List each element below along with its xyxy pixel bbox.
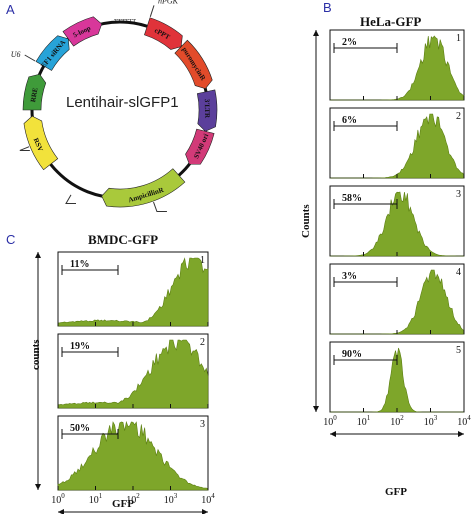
y-arrow-head [35,252,41,258]
x-tick-label: 100 [323,414,337,428]
subplot-index: 3 [200,419,205,430]
plasmid-segment [62,16,103,47]
hela-xlabel: GFP [385,486,407,498]
y-arrow-head [313,406,319,412]
gate-percent: 19% [70,341,90,352]
x-tick-exponent: 2 [136,492,140,500]
x-tick-label: 103 [424,414,438,428]
x-tick-exponent: 3 [434,414,438,422]
subplot-index: 1 [456,33,461,44]
x-tick-exponent: 0 [61,492,65,500]
x-tick-exponent: 4 [467,414,471,422]
bmdc-xlabel: GFP [112,498,134,510]
panel-letter-a: A [6,2,15,17]
x-tick-label: 101 [89,492,103,506]
plasmid-segment [144,17,183,50]
x-tick-exponent: 1 [99,492,103,500]
hela-title: HeLa-GFP [360,14,422,29]
x-tick-exponent: 0 [333,414,337,422]
histogram-area [330,347,464,413]
x-tick-label: 103 [164,492,178,506]
x-tick-label: 104 [457,414,471,428]
x-tick-label: 104 [201,492,215,506]
panel-letter-c: C [6,232,16,247]
plasmid-segment-label: 3'LTR [203,99,211,119]
plasmid-segment [174,39,213,90]
hela-ylabel: Counts [300,204,312,238]
promoter-label: hPGK [158,0,179,5]
promoter-arrow [19,146,30,151]
subplot-index: 2 [456,111,461,122]
plasmid-segment [196,89,218,132]
x-tick-label: 100 [51,492,65,506]
subplot-index: 4 [456,267,461,278]
subplot-index: 3 [456,189,461,200]
plasmid-name: Lentihair-slGFP1 [66,94,179,111]
histogram-area [330,35,465,101]
subplot-index: 2 [200,337,205,348]
subplot-index: 5 [456,345,461,356]
y-arrow-head [35,484,41,490]
plasmid-segment [185,128,215,165]
gate-percent: 11% [70,259,89,270]
histogram-area [330,269,465,335]
promoter-arrow [24,54,36,62]
x-tick-exponent: 4 [211,492,215,500]
gate-percent: 2% [342,37,357,48]
bmdc-title: BMDC-GFP [88,232,159,247]
promoter-arrow [153,201,167,212]
histogram-area [330,113,465,179]
plasmid-segment [23,115,59,171]
x-tick-exponent: 2 [400,414,404,422]
histogram-area [329,191,465,257]
promoter-label: U6 [11,50,21,59]
gate-percent: 3% [342,271,357,282]
plasmid-segment [101,168,186,208]
x-arrow-head [330,431,336,437]
x-tick-label: 102 [390,414,404,428]
plasmid-segment-label: RRE [29,87,40,103]
y-arrow-head [313,30,319,36]
gate-percent: 6% [342,115,357,126]
subplot-index: 1 [200,255,205,266]
gate-percent: 90% [342,349,362,360]
polyT-label: TTTTTT [114,19,136,25]
plasmid-segment [22,73,47,111]
gate-percent: 50% [70,423,90,434]
bmdc-ylabel: counts [30,339,42,370]
histogram-area [57,339,209,409]
x-tick-exponent: 1 [367,414,371,422]
gate-percent: 58% [342,193,362,204]
x-tick-exponent: 3 [174,492,178,500]
histogram-area [57,257,209,327]
promoter-arrow [65,194,76,205]
promoter-arrow [149,5,155,17]
x-tick-label: 101 [357,414,371,428]
histogram-area [57,420,209,491]
panel-letter-b: B [323,0,332,15]
x-arrow-head [458,431,464,437]
